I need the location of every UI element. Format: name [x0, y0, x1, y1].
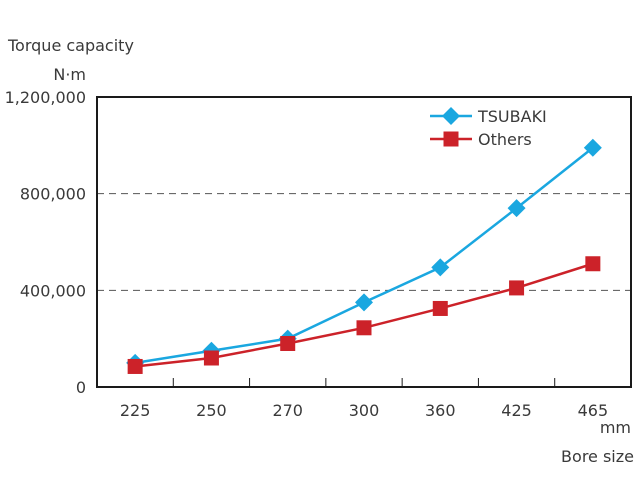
data-point — [355, 293, 373, 312]
data-point — [203, 350, 219, 366]
legend-item: TSUBAKI — [430, 107, 547, 126]
data-point — [356, 320, 372, 336]
data-point — [280, 336, 296, 351]
x-tick-label: 250 — [196, 401, 227, 420]
x-tick-label: 425 — [501, 401, 532, 420]
data-point — [431, 258, 450, 277]
x-tick-label: 300 — [349, 401, 380, 420]
gridlines — [97, 193, 631, 291]
y-tick-label: 400,000 — [20, 281, 86, 300]
x-tick-label: 360 — [425, 401, 456, 420]
x-tick-label: 465 — [578, 401, 609, 420]
legend: TSUBAKI Others — [430, 107, 547, 149]
series-others — [127, 256, 601, 374]
y-tick-label: 0 — [76, 378, 86, 397]
y-tick-label: 800,000 — [20, 185, 86, 204]
x-axis-title: Bore size — [561, 447, 634, 466]
data-point — [432, 300, 448, 316]
data-point — [585, 256, 601, 272]
y-tick-label: 1,200,000 — [5, 88, 86, 107]
y-axis-title: Torque capacity — [7, 36, 134, 55]
y-tick-labels: 0 400,000 800,000 1,200,000 — [5, 88, 86, 397]
x-tick-label: 225 — [120, 401, 151, 420]
series-group — [126, 138, 602, 374]
plot-frame — [96, 96, 632, 388]
series-tsubaki — [126, 138, 602, 372]
data-point — [127, 358, 143, 374]
legend-label: Others — [478, 130, 532, 149]
x-tick-labels: 225 250 270 300 360 425 465 — [120, 378, 608, 420]
data-point — [507, 199, 526, 218]
data-point — [583, 138, 602, 157]
data-point — [509, 280, 525, 296]
x-tick-label: 270 — [272, 401, 303, 420]
legend-item: Others — [430, 130, 532, 149]
x-axis-unit: mm — [600, 418, 631, 437]
legend-marker — [442, 107, 460, 125]
legend-label: TSUBAKI — [477, 107, 547, 126]
y-axis-unit: N·m — [53, 65, 86, 84]
legend-marker — [443, 131, 459, 147]
